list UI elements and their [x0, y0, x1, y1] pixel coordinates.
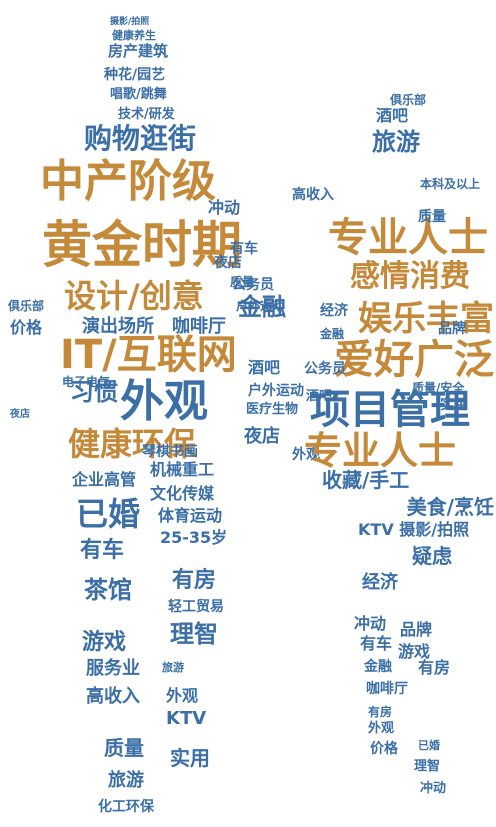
- cloud-word: 经济: [362, 572, 398, 593]
- cloud-word: 美食/烹饪: [406, 495, 494, 519]
- cloud-word: 户外运动: [236, 299, 285, 313]
- cloud-word: 游戏: [82, 630, 127, 655]
- cloud-word: 公务员: [304, 361, 346, 377]
- cloud-word: 演出场所: [82, 316, 154, 337]
- cloud-word: 价格: [370, 741, 398, 757]
- cloud-word: 夜店: [214, 255, 242, 271]
- cloud-word: 旅游: [162, 661, 184, 674]
- cloud-word: 专业人士: [328, 215, 488, 261]
- cloud-word: 设计/创意: [64, 277, 204, 315]
- cloud-word: 茶馆: [84, 576, 132, 604]
- cloud-word: 已婚: [418, 739, 440, 752]
- cloud-word: 外观: [368, 721, 395, 736]
- cloud-word: 户外运动: [248, 383, 304, 399]
- cloud-word: 质量: [104, 736, 144, 760]
- cloud-word: 质量/安全: [412, 381, 465, 395]
- cloud-word: 夜店: [10, 409, 30, 420]
- cloud-word: 感情消费: [350, 259, 470, 294]
- cloud-word: 中产阶级: [40, 156, 216, 207]
- cloud-word: IT/互联网: [60, 332, 237, 378]
- cloud-word: KTV: [166, 708, 207, 729]
- cloud-word: 种花/园艺: [104, 67, 166, 83]
- cloud-word: 机械重工: [150, 460, 215, 479]
- cloud-word: 外观: [120, 376, 208, 427]
- cloud-word: 酒吧: [248, 358, 281, 377]
- cloud-word: 理智: [170, 620, 218, 648]
- cloud-word: 健康养生: [112, 29, 156, 42]
- cloud-word: 俱乐部: [390, 93, 427, 107]
- cloud-word: 黄金时期: [42, 216, 242, 274]
- cloud-word: 外观: [292, 447, 320, 463]
- cloud-word: 冲动: [208, 198, 241, 217]
- cloud-word: 实用: [440, 397, 468, 413]
- cloud-word: 疑虑: [412, 544, 452, 568]
- cloud-word: 文化传媒: [150, 484, 215, 503]
- cloud-word: 轻工贸易: [168, 599, 224, 615]
- cloud-word: 本科及以上: [420, 177, 481, 191]
- cloud-word: 健康环保: [68, 425, 197, 463]
- cloud-word: 实用: [170, 746, 210, 770]
- cloud-word: 琴棋书画: [142, 444, 198, 460]
- cloud-word: 高收入: [86, 686, 140, 707]
- cloud-word: 娱乐丰富: [358, 299, 494, 339]
- cloud-word: 咖啡厅: [366, 681, 408, 697]
- cloud-word: 企业高管: [72, 470, 137, 489]
- cloud-word: 金融: [238, 293, 286, 321]
- cloud-word: 购物逛街: [84, 122, 197, 155]
- cloud-word: 旅游: [108, 770, 144, 791]
- cloud-word: 金融: [364, 659, 392, 675]
- cloud-word: 收藏/手工: [322, 468, 410, 492]
- cloud-word: 质量: [230, 275, 255, 289]
- cloud-word: 冲动: [420, 781, 447, 796]
- cloud-word: 有房: [368, 705, 393, 719]
- cloud-word: 冲动: [354, 614, 387, 633]
- cloud-word: KTV 摄影/拍照: [358, 520, 470, 539]
- cloud-word: 电子电气: [62, 375, 111, 389]
- cloud-word: 咖啡厅: [172, 316, 226, 337]
- cloud-word: 品牌: [438, 321, 466, 337]
- cloud-word: 俱乐部: [8, 299, 45, 313]
- cloud-word: 夜店: [244, 426, 280, 447]
- cloud-word: 酒吧: [376, 106, 409, 125]
- cloud-word: 项目管理: [310, 387, 470, 433]
- cloud-word: 游戏: [398, 642, 431, 661]
- cloud-word: 有车: [360, 634, 393, 653]
- cloud-word: 医疗生物: [246, 402, 299, 417]
- cloud-word: 有房: [172, 568, 217, 593]
- cloud-word: 摄影/拍照: [110, 17, 150, 27]
- cloud-word: 金融: [320, 327, 345, 341]
- cloud-word: 房产建筑: [108, 42, 169, 60]
- cloud-word: 理智: [414, 759, 441, 774]
- cloud-word: 经济: [320, 303, 348, 319]
- cloud-word: 25-35岁: [160, 528, 228, 547]
- cloud-word: 酒吧: [306, 389, 333, 404]
- cloud-word: 专业人士: [304, 429, 457, 473]
- cloud-word: 有车: [80, 538, 125, 563]
- cloud-word: 外观: [166, 686, 199, 705]
- cloud-word: 唱歌/跳舞: [110, 87, 167, 102]
- cloud-word: 体育运动: [158, 506, 223, 525]
- cloud-word: 质量: [418, 209, 446, 225]
- cloud-word: 公务员: [232, 277, 274, 293]
- cloud-word: 爱好广泛: [334, 337, 494, 383]
- cloud-word: 品牌: [400, 620, 433, 639]
- cloud-word: 旅游: [372, 128, 420, 156]
- cloud-word: 化工环保: [98, 799, 154, 815]
- cloud-word: 价格: [10, 318, 43, 337]
- cloud-word: 服务业: [86, 658, 140, 679]
- cloud-word: 有车: [230, 241, 258, 257]
- cloud-word: 有房: [418, 658, 451, 677]
- cloud-word: 习惯: [70, 378, 118, 406]
- cloud-word: 技术/研发: [118, 107, 175, 122]
- cloud-word: 已婚: [76, 495, 141, 533]
- cloud-word: 高收入: [292, 187, 334, 203]
